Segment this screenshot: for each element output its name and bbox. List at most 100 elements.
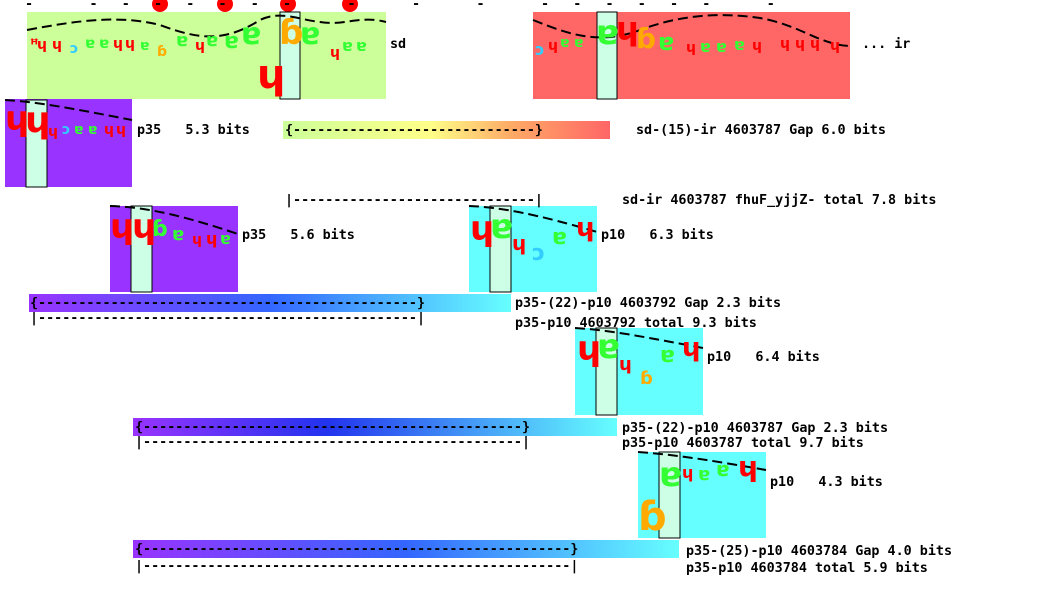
logo-letter: ɔ [532, 241, 545, 266]
p35-profile-curve-row2 [109, 205, 239, 235]
logo-letter: ɥ [25, 100, 51, 141]
logo-letter: ɔ [62, 122, 70, 138]
ir-logo: ɔ ɥ ɐ ɐ ɐ ɥ ɓ ɐ ɥ ɐ ɐ ɐ ɥ ɥ ɥ ɥ ɥ [535, 10, 840, 59]
p35-p10-total-bracket-2: |---------------------------------------… [135, 435, 531, 450]
logo-letter: ɐ [734, 35, 745, 54]
sd-ir-gap-bar [283, 121, 610, 139]
logo-letter: ɥ [116, 122, 126, 138]
logo-letter: ɐ [658, 28, 674, 56]
logo-letter: ɐ [206, 30, 218, 51]
logo-letter: ɥ [577, 329, 601, 369]
sd-logo: ꟸ ɥ ɥ ɔ ɐ ɐ ɥ ɥ ɐ ɓ ɐ ɥ ɐ ɐ ɐ ɥ ɓ ɐ ɥ ɐ … [30, 13, 367, 98]
top-markers [152, 0, 358, 12]
logo-letter: ɓ [640, 368, 653, 389]
logo-letter: ɥ [682, 333, 701, 363]
logo-letter: ɐ [716, 457, 730, 481]
logo-letter: ɓ [636, 22, 656, 55]
logo-letter: ɐ [596, 13, 619, 53]
p35-label-row1: p35 5.3 bits [137, 123, 250, 138]
logo-letter: ɐ [74, 122, 83, 138]
ir-label: ... ir [862, 37, 911, 52]
p10-logo-row2: ɥ ɐ ɥ ɔ ɐ ɥ [470, 207, 595, 266]
p35-logo-row1: ɥ ɥ ɥ ɔ ɐ ɐ ɥ ɥ [5, 99, 126, 141]
p35-p10-total-label-1: p35-p10 4603792 total 9.3 bits [515, 316, 757, 331]
logo-letter: ɥ [830, 38, 840, 54]
p35-p10-gap-bracket-1: {---------------------------------------… [30, 296, 426, 311]
p10-logo-row3: ɥ ɐ ɥ ɓ ɐ ɥ [577, 327, 701, 389]
logo-letter: ɥ [682, 463, 693, 482]
sd-ir-gap-bracket: {------------------------------} [285, 123, 543, 138]
logo-letter: ɐ [700, 37, 711, 56]
p10-label-row4: p10 4.3 bits [770, 475, 883, 490]
sd-label: sd [390, 37, 407, 52]
logo-letter: ɥ [113, 36, 123, 52]
logo-letter: ɥ [104, 122, 114, 138]
logo-letter: ɥ [616, 10, 639, 48]
ir-box [533, 12, 850, 99]
logo-letter: ɥ [686, 40, 696, 56]
logo-letter: ɥ [470, 209, 494, 249]
logo-letter: ɐ [660, 343, 675, 368]
logo-letter: ɥ [195, 38, 205, 54]
logo-letter: ɔ [70, 41, 78, 57]
logo-letter: ɐ [172, 224, 184, 245]
ir-profile-curve [532, 14, 851, 47]
logo-letter: ɓ [279, 13, 303, 53]
logo-letter: ɐ [597, 327, 620, 367]
logo-letter: ɐ [490, 207, 513, 247]
logo-letter: ɥ [125, 36, 135, 52]
p35-p10-total-bracket-3: |---------------------------------------… [135, 559, 579, 574]
logo-letter: ɐ [88, 122, 97, 138]
p10-profile-curve-row3 [574, 327, 704, 349]
logo-letter: ɥ [192, 232, 202, 248]
logo-letter: ɥ [52, 37, 62, 53]
p35-profile-curve-row1 [4, 99, 133, 121]
logo-letter: ɐ [552, 225, 567, 250]
p35-p10-gap-label-1: p35-(22)-p10 4603792 Gap 2.3 bits [515, 296, 782, 311]
logo-letter: ɐ [224, 29, 239, 54]
logo-letter: ɥ [795, 36, 805, 52]
logo-letter: ɥ [780, 36, 790, 52]
logo-letter: ɥ [738, 450, 758, 483]
logo-letter: ɐ [140, 38, 149, 54]
logo-letter: ɥ [512, 231, 526, 255]
sd-ir-gap-label: sd-(15)-ir 4603787 Gap 6.0 bits [636, 123, 886, 138]
p35-p10-gap-bar-3 [133, 540, 679, 558]
p35-window-row1 [25, 99, 48, 188]
sd-box [27, 12, 386, 99]
logo-letter: ɥ [37, 37, 47, 53]
p35-p10-gap-label-3: p35-(25)-p10 4603784 Gap 4.0 bits [686, 544, 953, 559]
logo-letter: ɐ [220, 229, 231, 248]
top-ruler: - - - - - - - - - - - - - - - - - - [25, 0, 775, 12]
p35-logo-row2: ɥ ɥ ɓ ɐ ɥ ɥ ɐ [110, 207, 231, 248]
logo-letter: ɥ [206, 229, 217, 248]
sd-ir-total-label: sd-ir 4603787 fhuF_yjjZ- total 7.8 bits [622, 193, 937, 208]
p35-p10-gap-bracket-3: {---------------------------------------… [135, 542, 579, 557]
logo-letter: ꟸ [30, 37, 39, 53]
logo-letter: ɥ [5, 99, 29, 139]
logo-letter: ɐ [342, 36, 353, 55]
logo-letter: ɐ [716, 37, 727, 56]
marker-dot [280, 0, 296, 12]
logo-letter: ɓ [152, 217, 168, 242]
logo-letter: ɐ [300, 17, 320, 52]
logo-letter: ɥ [576, 213, 595, 243]
ir-window [596, 11, 618, 100]
logo-letter: ɐ [356, 36, 367, 55]
p35-p10-gap-label-2: p35-(22)-p10 4603787 Gap 2.3 bits [622, 421, 889, 436]
logo-letter: ɥ [810, 36, 820, 52]
logo-letter: ɐ [99, 34, 109, 52]
logo-letter: ɥ [110, 207, 134, 247]
logo-letter: ɐ [659, 455, 682, 495]
logo-letter: ɐ [241, 17, 261, 52]
p35-p10-gap-bracket-2: {---------------------------------------… [135, 420, 531, 435]
logo-letter: ɓ [638, 494, 667, 540]
p10-label-row3: p10 6.4 bits [707, 350, 820, 365]
logo-letter: ɥ [619, 354, 632, 375]
sd-window [279, 11, 301, 100]
sd-ir-total-bracket: |------------------------------| [285, 193, 543, 208]
p10-label-row2: p10 6.3 bits [601, 228, 714, 243]
marker-dot [217, 0, 233, 12]
sd-profile-curve [26, 14, 387, 38]
